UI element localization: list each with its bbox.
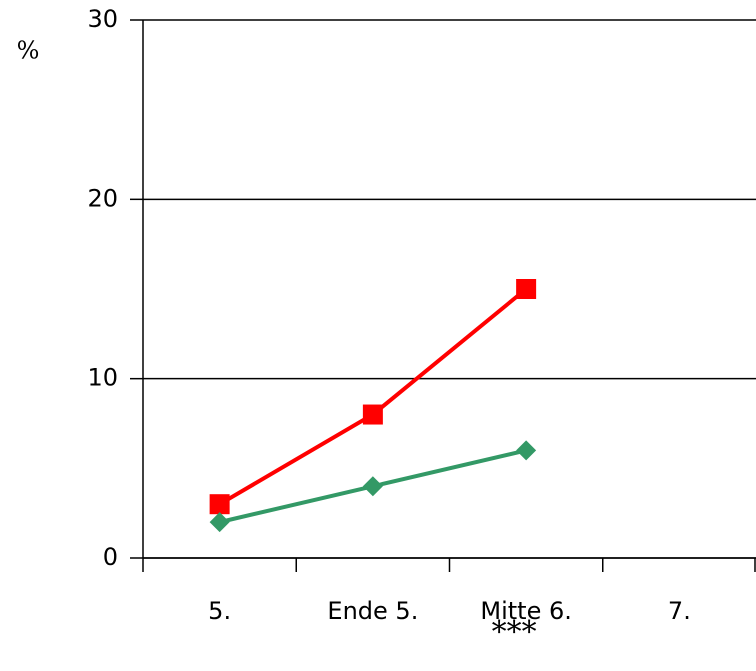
marker <box>209 512 230 533</box>
marker <box>516 440 537 461</box>
x-tick-label: 7. <box>668 597 691 625</box>
marker <box>516 279 537 299</box>
y-tick-label: 10 <box>87 364 118 392</box>
y-axis-label: % <box>17 37 40 65</box>
annotation: *** <box>492 615 537 650</box>
series-line <box>218 287 528 506</box>
y-tick-label: 20 <box>87 184 118 212</box>
y-tick-label: 0 <box>103 543 118 571</box>
x-tick-label: Mitte 6. <box>480 597 572 625</box>
marker <box>209 494 230 515</box>
x-tick-label: 5. <box>208 597 231 625</box>
x-tick-label: Ende 5. <box>327 597 418 625</box>
y-tick-label: 30 <box>87 5 118 33</box>
marker <box>362 404 383 425</box>
marker <box>362 476 383 497</box>
